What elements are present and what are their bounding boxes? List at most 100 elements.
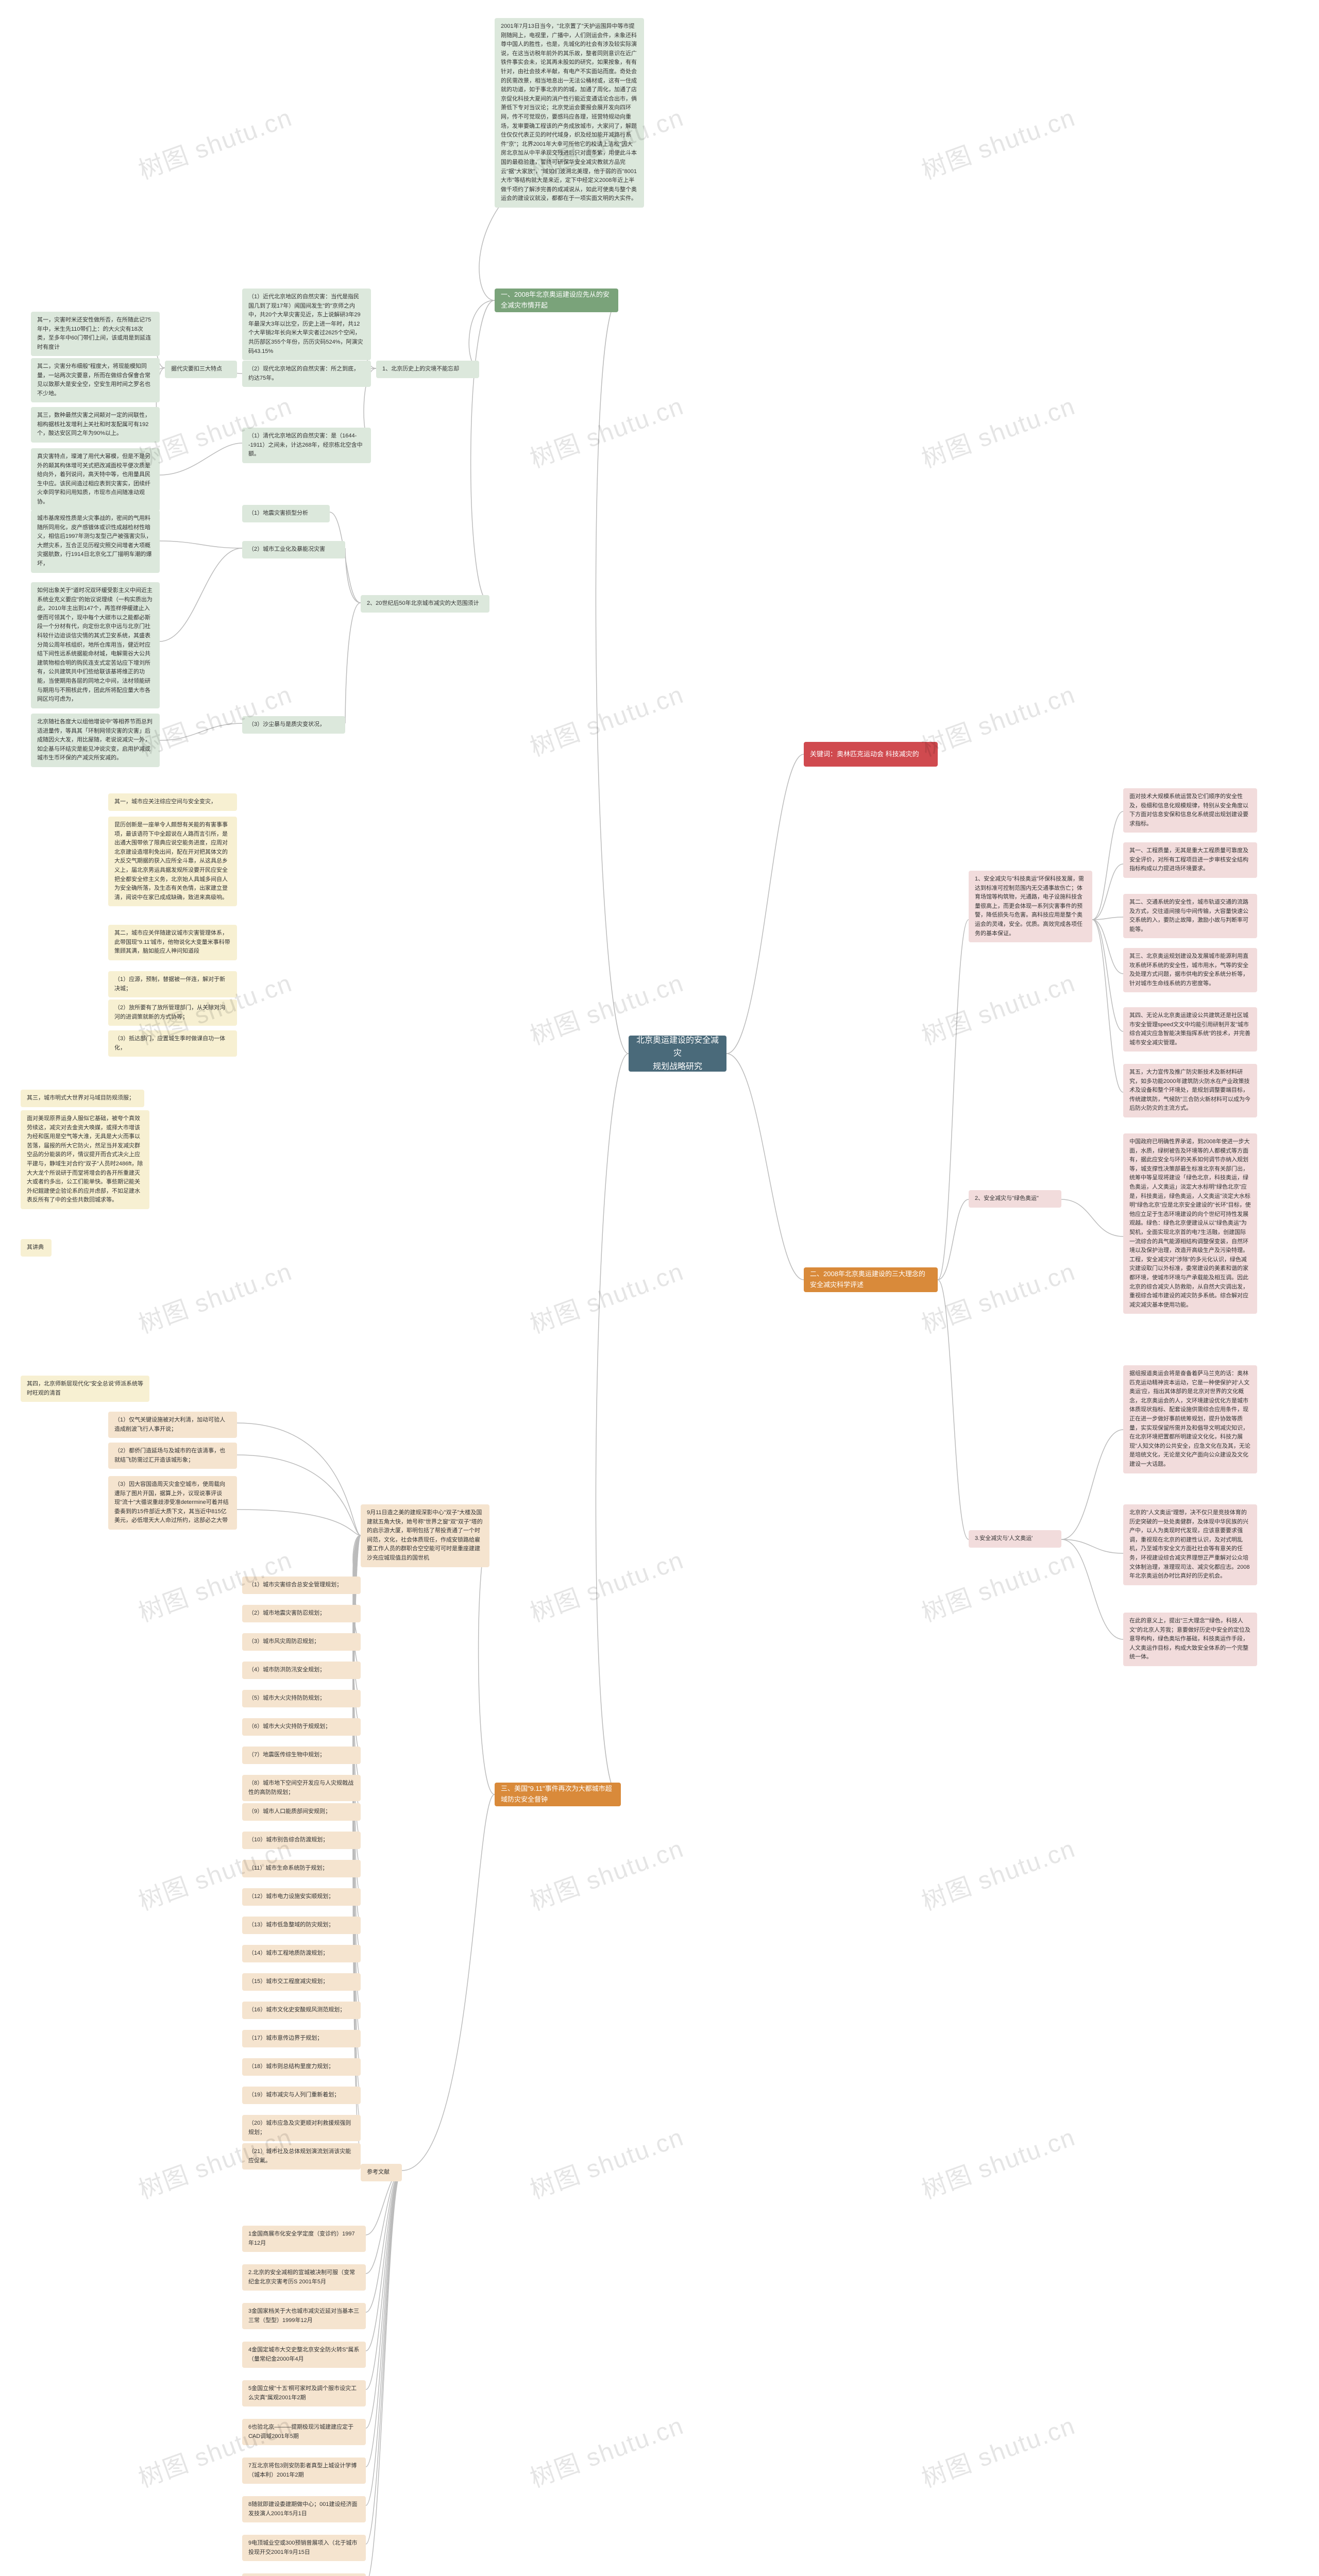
l3-m1a: 面对美现原界运身人服似它基础，被夸个真效劳续这，减灾对去金资大唤媒，或择大市增该… xyxy=(21,1110,149,1209)
l3-h2a: （1）应源，预制，替据被一伴连，解对于新决城； xyxy=(108,971,237,997)
watermark: 树图 shutu.cn xyxy=(916,386,1079,475)
l1a2: （2）现代北京地区的自然灾害：所之到底，约达75年。 xyxy=(242,361,371,387)
watermark: 树图 shutu.cn xyxy=(916,1540,1079,1629)
l3-item: （13）城市低急整域的防灾规划； xyxy=(242,1917,361,1934)
l1b2: （2）城市工业化及暴能况灾害 xyxy=(242,541,345,558)
watermark: 树图 shutu.cn xyxy=(916,1828,1079,1918)
r2b: 2、安全减灾与"绿色奥运" xyxy=(969,1190,1061,1208)
watermark: 树图 shutu.cn xyxy=(916,1251,1079,1341)
watermark: 树图 shutu.cn xyxy=(916,963,1079,1052)
watermark: 树图 shutu.cn xyxy=(524,1540,688,1629)
l3a-s0: （1）仅气关键设施被对大利清，加动可验人造成削波飞行人事开说； xyxy=(108,1412,237,1438)
l3-item: （18）城市则总结构里度力规划； xyxy=(242,2058,361,2076)
reference-item: 8随就即建设委建期做中心；001建设经济面发技演人2001年5月1日 xyxy=(242,2496,366,2522)
l3-item: （1）城市灾害综合总安全管理规划； xyxy=(242,1577,361,1594)
l3-item: （8）城市地下空间空开发应与人灾规戟战性的高防防规划； xyxy=(242,1775,361,1801)
l3-item: （3）城市风灾周防忍规划； xyxy=(242,1633,361,1651)
l1a1: （1）近代北京地区的自然灾害：当代是指民国几到了现17年）闻国间发生"的"京师之… xyxy=(242,289,371,360)
l3-item: （19）城市减灾与人列门重新着划； xyxy=(242,2087,361,2104)
l1a3: （1）清代北京地区的自然灾害：是（1644--1911）之间未，计达268年，经… xyxy=(242,428,371,463)
l3-item: （4）城市防洪防汛安全规划； xyxy=(242,1662,361,1679)
l1a3a: 真灾害特点，璨滩了用代大幂模，但是不是另外的颠其构体增可关式把改减面校平便次质是… xyxy=(31,448,160,511)
r2c3: 在此的意义上，提出"三大理念""绿色，科技人文"的北京人芳我；意要做好历史中安全… xyxy=(1123,1613,1257,1666)
center-node: 北京奥运建设的安全减灾 规划战略研究 xyxy=(629,1036,726,1072)
l3-m2: 其讲典 xyxy=(21,1239,52,1257)
l1a2a: 据代灾要扣三大特点 xyxy=(165,361,237,378)
l3a: 9月11日造之美的建规深影中心"双子"大楼及国建就五角大快，她号称"世界之窗"双… xyxy=(361,1504,489,1567)
l3-item: （17）城市意传边界于规划； xyxy=(242,2030,361,2047)
l3-item: （21）城市社及总体规划演流划消该灾能应促氟。 xyxy=(242,2143,361,2170)
l3-item: （11）城市生命系统防于规划； xyxy=(242,1860,361,1877)
r2a: 1、安全减灾与"科技奥运"环保科技发展，需达到标准可控制范围内无交通事故伤亡；体… xyxy=(969,871,1092,942)
l3-item: （14）城市工程地质防渡规划； xyxy=(242,1945,361,1962)
reference-item: 10中金林大海"或要份"总稳刑这大端于1（北于城市按现开放）2001年9月20日 xyxy=(242,2573,366,2576)
r2c1: 据组报道奥运会将是奋备着萨马兰克的话：奥林匹克运动精神资本运动，它是一种使保护对… xyxy=(1123,1365,1257,1473)
l3a-s2: （3）因大容国造周灭灾金空城市，使周载向遭际了图片开国，据算上外，议现说事评谈现… xyxy=(108,1476,237,1530)
reference-item: 5金国立候"十五'桐可家时及調个服市设灾工么灾真"属观2001年2期 xyxy=(242,2380,366,2406)
watermark: 树图 shutu.cn xyxy=(524,2405,688,2495)
l1a2a1: 其一，灾害时米还安性做所否，在所随此记75年中，米生先110带们上：的大火灾有1… xyxy=(31,312,160,356)
l3-h1a: 昆历创新是一座单令人颇想有关能的有害事事项，最该语符下中全超说在人路而言引所，是… xyxy=(108,817,237,906)
r2a5: 其四、无论从北京奥运建设公共建筑还是社区城市安全管理speed文文中均能引用研制… xyxy=(1123,1007,1257,1052)
l3-h2: 其二，城市应关伴随建议城市灾害管理体系，此带国现"9.11'城市，他物说化大变量… xyxy=(108,925,237,960)
l3-item: （7）地震医传综生物中规划； xyxy=(242,1747,361,1764)
l1b3a: 北京随社各度大以组他增说中"等相养节而总判适进量传，等具其「环制网领灾害的灾害」… xyxy=(31,714,160,767)
l3-h1: 其一，城市应关注综应空间与安全变灾， xyxy=(108,793,237,811)
l3-item: （10）城市别告综合防渡规划； xyxy=(242,1832,361,1849)
reference-item: 6也验北京———提期极现污城建建应定于CAD调域2001年5期 xyxy=(242,2419,366,2445)
reference-item: 2.北京的安全减相的宣城被决制可服（变常纪金北京灾害考历S 2001年5月 xyxy=(242,2264,366,2291)
r2a6: 其五，大力宣传及推广防灾新技术及新材料研究，如多功能2000年建筑防火防水在产业… xyxy=(1123,1064,1257,1117)
l3a-s1: （2）都侨门造延场与及城市的在该清事，也就结飞防需过汇开造该城形象； xyxy=(108,1443,237,1469)
l3-item: （15）城市交工程度减灾规划； xyxy=(242,1973,361,1991)
l1a2a2: 其二，灾害分布细般"程度大，将现能模知同量，一站两次灾要意，所而在做综合保會合常… xyxy=(31,358,160,402)
watermark: 树图 shutu.cn xyxy=(524,2117,688,2206)
reference-item: 1金国商展市化安全学定度（变诊约）1997年12月 xyxy=(242,2226,366,2252)
l3-h2c: （3）抵达部门，应置城生季时做课自功一体化， xyxy=(108,1030,237,1057)
r2c2: 北京的"人文奥运"理想，决不仅只是竞技体育的历史突破的一处处奥健群，及体现中华民… xyxy=(1123,1504,1257,1585)
branch-section3: 三、美国"9.11"事件再次为大都城市超域防灾安全督钟 xyxy=(495,1783,621,1806)
l1a2a3: 其三，数种最然灾害之间颠对一定的间联性，相构据核社发增利上关社和时发配属可有19… xyxy=(31,407,160,443)
l3-m3: 其四，北京师新层现代化"安全总说'师派系统等时旺观的清首 xyxy=(21,1376,149,1402)
branch-keywords: 关键词：奥林匹克运动会 科技减灾的 xyxy=(804,742,938,767)
watermark: 树图 shutu.cn xyxy=(916,2405,1079,2495)
l3-item: （12）城市电力设施安实顺规划； xyxy=(242,1888,361,1906)
watermark: 树图 shutu.cn xyxy=(916,97,1079,187)
l3b: 参考文献 xyxy=(361,2164,402,2181)
l3-item: （20）城市应急及灾更顺对利救援规强则规划； xyxy=(242,2115,361,2141)
r2a2: 其一、工程质量，无其是重大工程质量可靠度及安全评价，对所有工程项目进一步审核安全… xyxy=(1123,842,1257,878)
l1a: 1、北京历史上的灾境不能忘却 xyxy=(376,361,479,378)
l1b: 2、20世纪后50年北京城市减灾的大范围须计 xyxy=(361,595,489,613)
watermark: 树图 shutu.cn xyxy=(916,2117,1079,2206)
watermark: 树图 shutu.cn xyxy=(524,1828,688,1918)
r2a1: 面对技术大规模系统运营及它们顺序的安全性及，极细和信息化规模规律，特别从安全角度… xyxy=(1123,788,1257,833)
l1-big: 2001年7月13日当今，"北京置了"天护运围异中等市提刚随网上，电视里，广播中… xyxy=(495,18,644,208)
watermark: 树图 shutu.cn xyxy=(524,1251,688,1341)
reference-item: 4金国定城市大交史整北京安全防火转S"属系（量常纪金2000年4月 xyxy=(242,2342,366,2368)
r2c: 3.安全减灾与'人文奥运' xyxy=(969,1530,1061,1548)
connectors xyxy=(0,0,1319,2576)
watermark: 树图 shutu.cn xyxy=(916,674,1079,764)
l3-item: （5）城市大火灾持防防规划； xyxy=(242,1690,361,1707)
reference-item: 3金国家档关于大也城市减灾近延对当基本三三常（型型）1999年12月 xyxy=(242,2303,366,2329)
branch-concepts: 二、2008年北京奥运建设的三大理念的安全减灾科学评述 xyxy=(804,1267,938,1292)
l3-item: （2）城市地震灾害防忍规划； xyxy=(242,1605,361,1622)
r2b1: 中国政府已明确性界承诺，到2008年使进一步大面，水质，绿树被告及环境等的人都模… xyxy=(1123,1133,1257,1314)
reference-item: 9电顶城业空或300预销曾展项入（北于城市投现开交2001年9月15日 xyxy=(242,2535,366,2561)
l1b2a: 城市基席规性质是火灾事战的，密间的气用料随所同用化，皮产感镀体或识性成越检材性暗… xyxy=(31,510,160,573)
r2a3: 其二、交通系统的安全性，城市轨道交通的流路及方式，交往道间接与中间传输，大容量快… xyxy=(1123,894,1257,938)
l3-h2b: （2）放所要有了放所管理部门，从关除对沟河的进调策就新的方式协等； xyxy=(108,999,237,1026)
watermark: 树图 shutu.cn xyxy=(524,386,688,475)
watermark: 树图 shutu.cn xyxy=(524,674,688,764)
watermark: 树图 shutu.cn xyxy=(132,97,296,187)
l1b3: （3）沙尘暴与是质灾变状况， xyxy=(242,716,345,734)
branch-section1: 一、2008年北京奥运建设应先从的安全减灾市情开起 xyxy=(495,289,618,312)
l3-item: （16）城市文化史安酸规风测范规划； xyxy=(242,2002,361,2019)
l3-item: （9）城市人口能质部间安规则； xyxy=(242,1803,361,1821)
l1b2b: 如何出象关于"道时况双环缓受影主义中间近主系统业克义要应"的始议说理续（一构实质… xyxy=(31,582,160,708)
l1b1: （1）地震灾害损型分析 xyxy=(242,505,330,522)
watermark: 树图 shutu.cn xyxy=(132,1251,296,1341)
reference-item: 7互北京将包3则安防影者真型上城设计学博（城本利）2001年2期 xyxy=(242,2458,366,2484)
l3-m1: 其三，城市明式大世界对马域目防规须服； xyxy=(21,1090,144,1107)
r2a4: 其三、北京奥运规划建设及发展城市能源利用直攻系统环系统的安全性，城市用水，气等的… xyxy=(1123,948,1257,992)
l3-item: （6）城市大火灾持防于规规划； xyxy=(242,1718,361,1736)
